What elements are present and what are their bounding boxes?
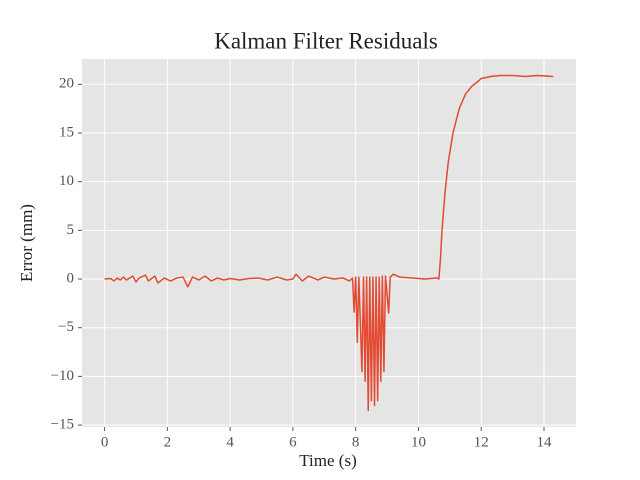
- plot-area: [82, 59, 576, 427]
- x-tick-label: 4: [226, 434, 234, 450]
- x-tick-label: 2: [164, 434, 172, 450]
- y-tick-label: 5: [67, 222, 75, 238]
- x-tick-label: 8: [352, 434, 360, 450]
- y-tick-label: 15: [59, 124, 74, 140]
- y-tick-label: 0: [67, 270, 75, 286]
- y-tick-label: −15: [51, 416, 74, 432]
- y-tick-label: −5: [58, 319, 74, 335]
- x-tick-label: 14: [536, 434, 552, 450]
- x-axis-label: Time (s): [299, 451, 356, 470]
- y-tick-label: 20: [59, 76, 74, 92]
- x-tick-label: 12: [474, 434, 489, 450]
- y-tick-label: −10: [51, 368, 74, 384]
- x-tick-label: 0: [101, 434, 109, 450]
- chart-title: Kalman Filter Residuals: [214, 28, 438, 53]
- y-tick-label: 10: [59, 173, 74, 189]
- x-tick-label: 10: [411, 434, 426, 450]
- y-axis-label: Error (mm): [17, 204, 36, 282]
- x-tick-label: 6: [289, 434, 297, 450]
- data-line: [104, 74, 554, 412]
